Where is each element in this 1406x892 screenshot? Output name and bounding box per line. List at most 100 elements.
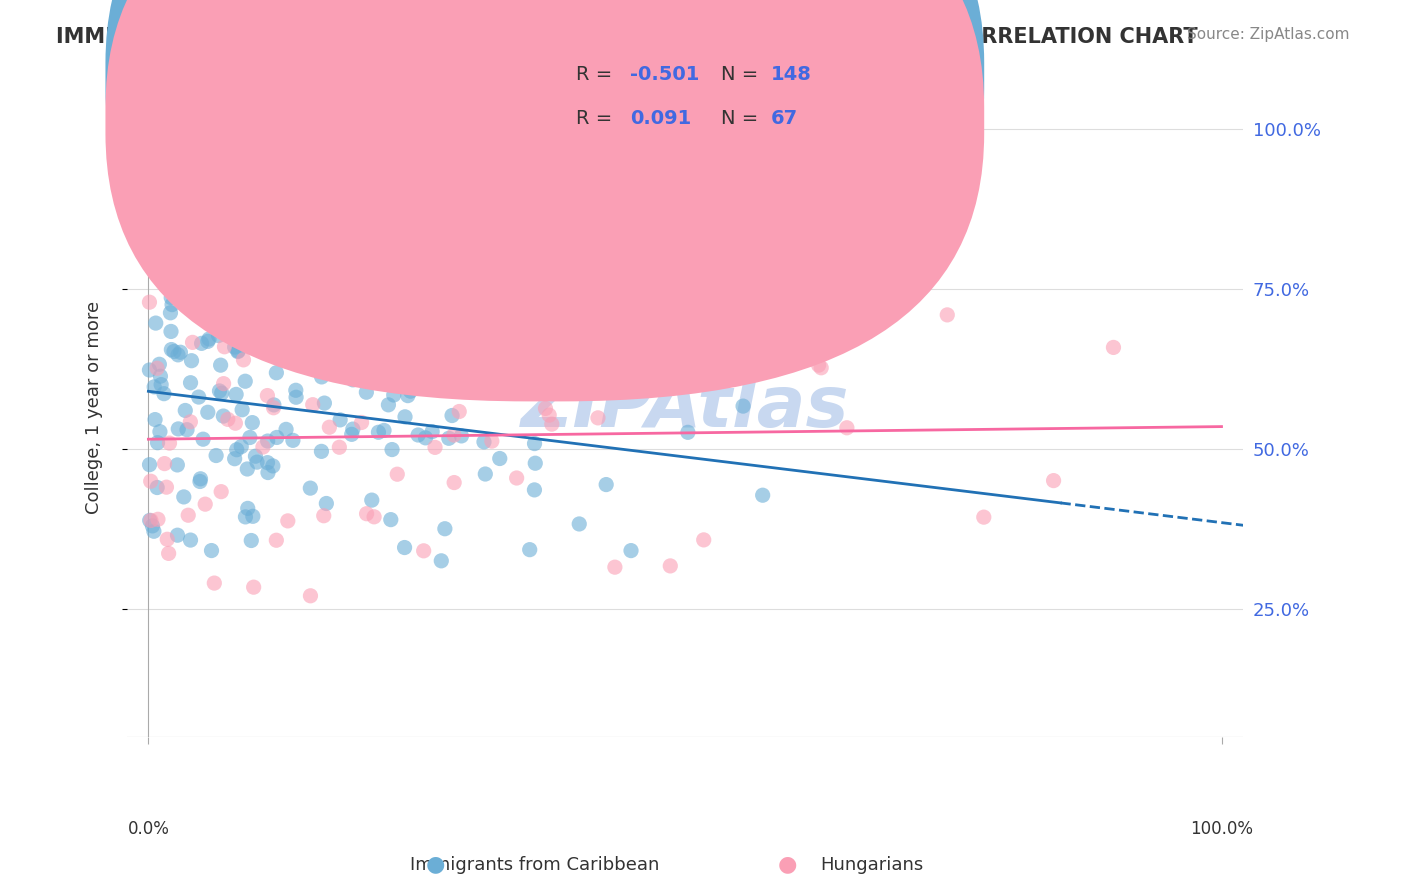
Point <box>356 507 378 521</box>
Point <box>433 522 456 536</box>
Point <box>215 288 238 302</box>
Point <box>249 332 271 346</box>
Point <box>208 384 231 398</box>
Point <box>198 332 221 346</box>
Point <box>194 227 217 241</box>
Point <box>165 271 187 285</box>
Point <box>288 342 311 356</box>
Point <box>321 364 343 378</box>
Point <box>402 317 425 331</box>
Point <box>212 376 235 391</box>
Point <box>156 533 179 547</box>
Point <box>180 353 202 368</box>
Point <box>329 413 352 427</box>
Point <box>194 497 217 511</box>
Point <box>167 422 190 436</box>
Point <box>336 330 359 344</box>
Point <box>257 466 280 480</box>
Point <box>160 297 183 311</box>
Point <box>441 409 464 423</box>
Point <box>347 271 370 285</box>
Point <box>262 458 284 473</box>
Point <box>190 252 212 267</box>
Point <box>233 374 256 388</box>
Point <box>166 528 188 542</box>
Point <box>471 356 494 370</box>
Text: R =: R = <box>576 64 619 84</box>
Point <box>209 358 232 372</box>
Point <box>394 409 416 424</box>
Point <box>187 390 209 404</box>
Point <box>224 416 246 430</box>
Point <box>159 436 181 450</box>
Point <box>224 340 246 354</box>
Text: N =: N = <box>721 109 765 128</box>
Point <box>190 336 212 351</box>
Point <box>430 554 453 568</box>
Point <box>284 384 307 398</box>
Text: ●: ● <box>778 855 797 874</box>
Point <box>245 449 267 463</box>
Point <box>443 428 465 442</box>
Text: Hungarians: Hungarians <box>820 856 924 874</box>
Point <box>179 415 201 429</box>
Point <box>340 427 363 442</box>
Y-axis label: College, 1 year or more: College, 1 year or more <box>86 301 103 514</box>
Point <box>231 402 253 417</box>
Point <box>256 388 278 402</box>
Point <box>586 410 609 425</box>
Point <box>595 477 617 491</box>
Point <box>155 480 177 494</box>
Point <box>693 533 716 547</box>
Point <box>138 458 160 472</box>
Text: 67: 67 <box>770 109 797 128</box>
Point <box>173 490 195 504</box>
Point <box>159 306 181 320</box>
Point <box>160 325 183 339</box>
Point <box>399 384 422 399</box>
Point <box>191 432 214 446</box>
Point <box>540 417 562 431</box>
Point <box>143 412 166 426</box>
Point <box>396 389 419 403</box>
Point <box>236 462 259 476</box>
Point <box>240 533 263 548</box>
Point <box>538 408 561 422</box>
Point <box>311 444 333 458</box>
Point <box>266 430 288 444</box>
Text: Source: ZipAtlas.com: Source: ZipAtlas.com <box>1187 27 1350 42</box>
Point <box>209 302 232 317</box>
Point <box>138 295 160 310</box>
Point <box>235 509 257 524</box>
Point <box>387 467 409 482</box>
Point <box>603 560 626 574</box>
Point <box>322 359 344 373</box>
Point <box>367 425 389 440</box>
Point <box>299 589 322 603</box>
Point <box>139 513 162 527</box>
Point <box>263 401 285 415</box>
Point <box>605 345 627 359</box>
Point <box>149 369 172 384</box>
Point <box>1102 340 1125 354</box>
Point <box>225 442 247 457</box>
Point <box>488 451 510 466</box>
Point <box>810 360 832 375</box>
Point <box>277 514 299 528</box>
Point <box>157 546 180 560</box>
Point <box>437 431 460 445</box>
Point <box>242 509 264 524</box>
Point <box>166 458 188 472</box>
Point <box>188 475 211 489</box>
Point <box>252 440 274 454</box>
Text: 0.091: 0.091 <box>630 109 692 128</box>
Point <box>314 396 336 410</box>
Point <box>256 434 278 448</box>
Point <box>456 320 478 334</box>
Point <box>179 533 201 547</box>
Point <box>256 456 278 470</box>
Point <box>246 455 269 469</box>
Point <box>406 428 429 442</box>
Text: Immigrants from Caribbean: Immigrants from Caribbean <box>409 856 659 874</box>
Point <box>373 424 395 438</box>
